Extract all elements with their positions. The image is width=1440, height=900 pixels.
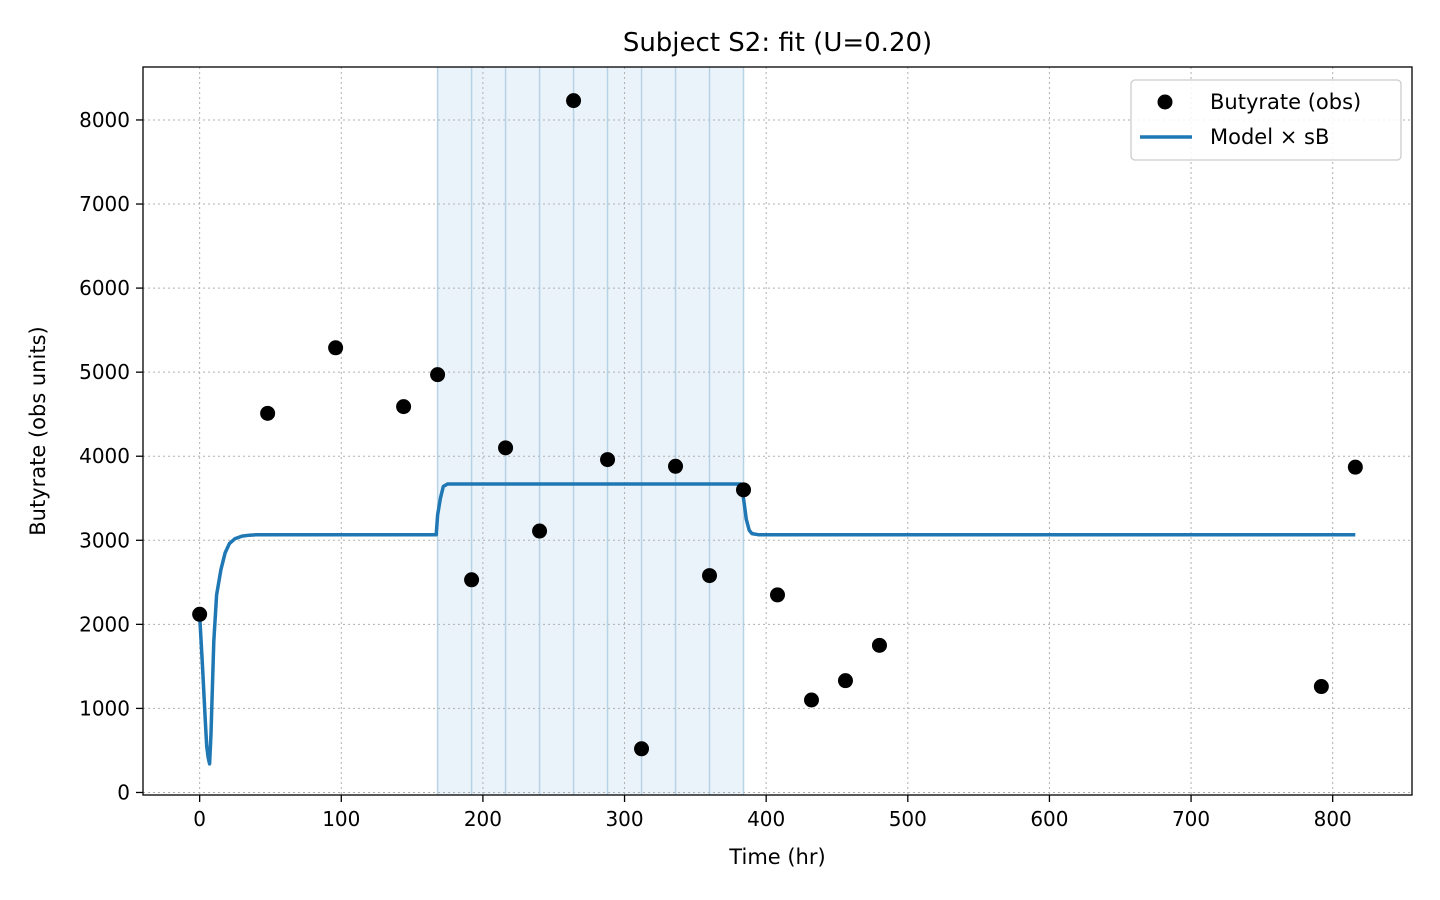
obs-point xyxy=(532,523,548,539)
y-tick-label: 2000 xyxy=(79,612,130,636)
x-tick-label: 800 xyxy=(1314,807,1352,831)
model-line-layer xyxy=(197,482,1356,766)
x-tick-label: 200 xyxy=(464,807,502,831)
vertical-lines-layer xyxy=(436,67,745,795)
y-tick-label: 7000 xyxy=(79,192,130,216)
x-axis-label: Time (hr) xyxy=(728,845,825,869)
obs-point xyxy=(1313,679,1329,695)
y-tick-label: 1000 xyxy=(79,696,130,720)
obs-point xyxy=(600,452,616,468)
y-tick-label: 3000 xyxy=(79,528,130,552)
y-tick-label: 5000 xyxy=(79,360,130,384)
obs-point xyxy=(736,482,752,498)
obs-point xyxy=(803,692,819,708)
obs-point xyxy=(498,440,514,456)
y-tick-label: 0 xyxy=(117,780,130,804)
obs-point xyxy=(837,673,853,689)
x-tick-label: 400 xyxy=(747,807,785,831)
model-line xyxy=(197,482,1356,766)
obs-point xyxy=(770,587,785,603)
shaded-region-layer xyxy=(437,67,744,795)
x-tick-label: 0 xyxy=(193,807,206,831)
x-tick-label: 700 xyxy=(1172,807,1210,831)
legend: Butyrate (obs) Model × sB xyxy=(1130,79,1402,161)
legend-box xyxy=(1130,79,1402,161)
x-tick-label: 500 xyxy=(889,807,927,831)
y-tick-label: 4000 xyxy=(79,444,130,468)
obs-point xyxy=(871,637,887,653)
obs-points-layer xyxy=(192,93,1363,757)
grid-layer xyxy=(143,67,1412,795)
obs-point xyxy=(260,405,276,421)
shaded-region xyxy=(437,67,744,795)
ticks-layer: 0 100 200 300 400 500 600 700 800010002000300040… xyxy=(79,108,1352,831)
y-axis-label: Butyrate (obs units) xyxy=(26,326,50,536)
y-tick-label: 8000 xyxy=(79,108,130,132)
obs-point xyxy=(396,399,412,415)
obs-point xyxy=(566,93,582,109)
legend-obs-label: Butyrate (obs) xyxy=(1210,90,1361,114)
obs-point xyxy=(464,572,480,588)
legend-model-label: Model × sB xyxy=(1210,125,1329,149)
plot-frame xyxy=(142,66,1413,796)
y-tick-label: 6000 xyxy=(79,276,130,300)
x-tick-label: 100 xyxy=(322,807,360,831)
obs-point xyxy=(430,367,446,383)
x-tick-label: 300 xyxy=(605,807,643,831)
chart-title: Subject S2: fit (U=0.20) xyxy=(623,28,932,58)
obs-point xyxy=(702,568,718,584)
obs-point xyxy=(1347,459,1363,475)
legend-obs-marker xyxy=(1157,94,1173,110)
obs-point xyxy=(192,606,208,622)
obs-point xyxy=(328,340,344,356)
obs-point xyxy=(634,741,650,757)
obs-point xyxy=(668,458,684,474)
x-tick-label: 600 xyxy=(1030,807,1068,831)
